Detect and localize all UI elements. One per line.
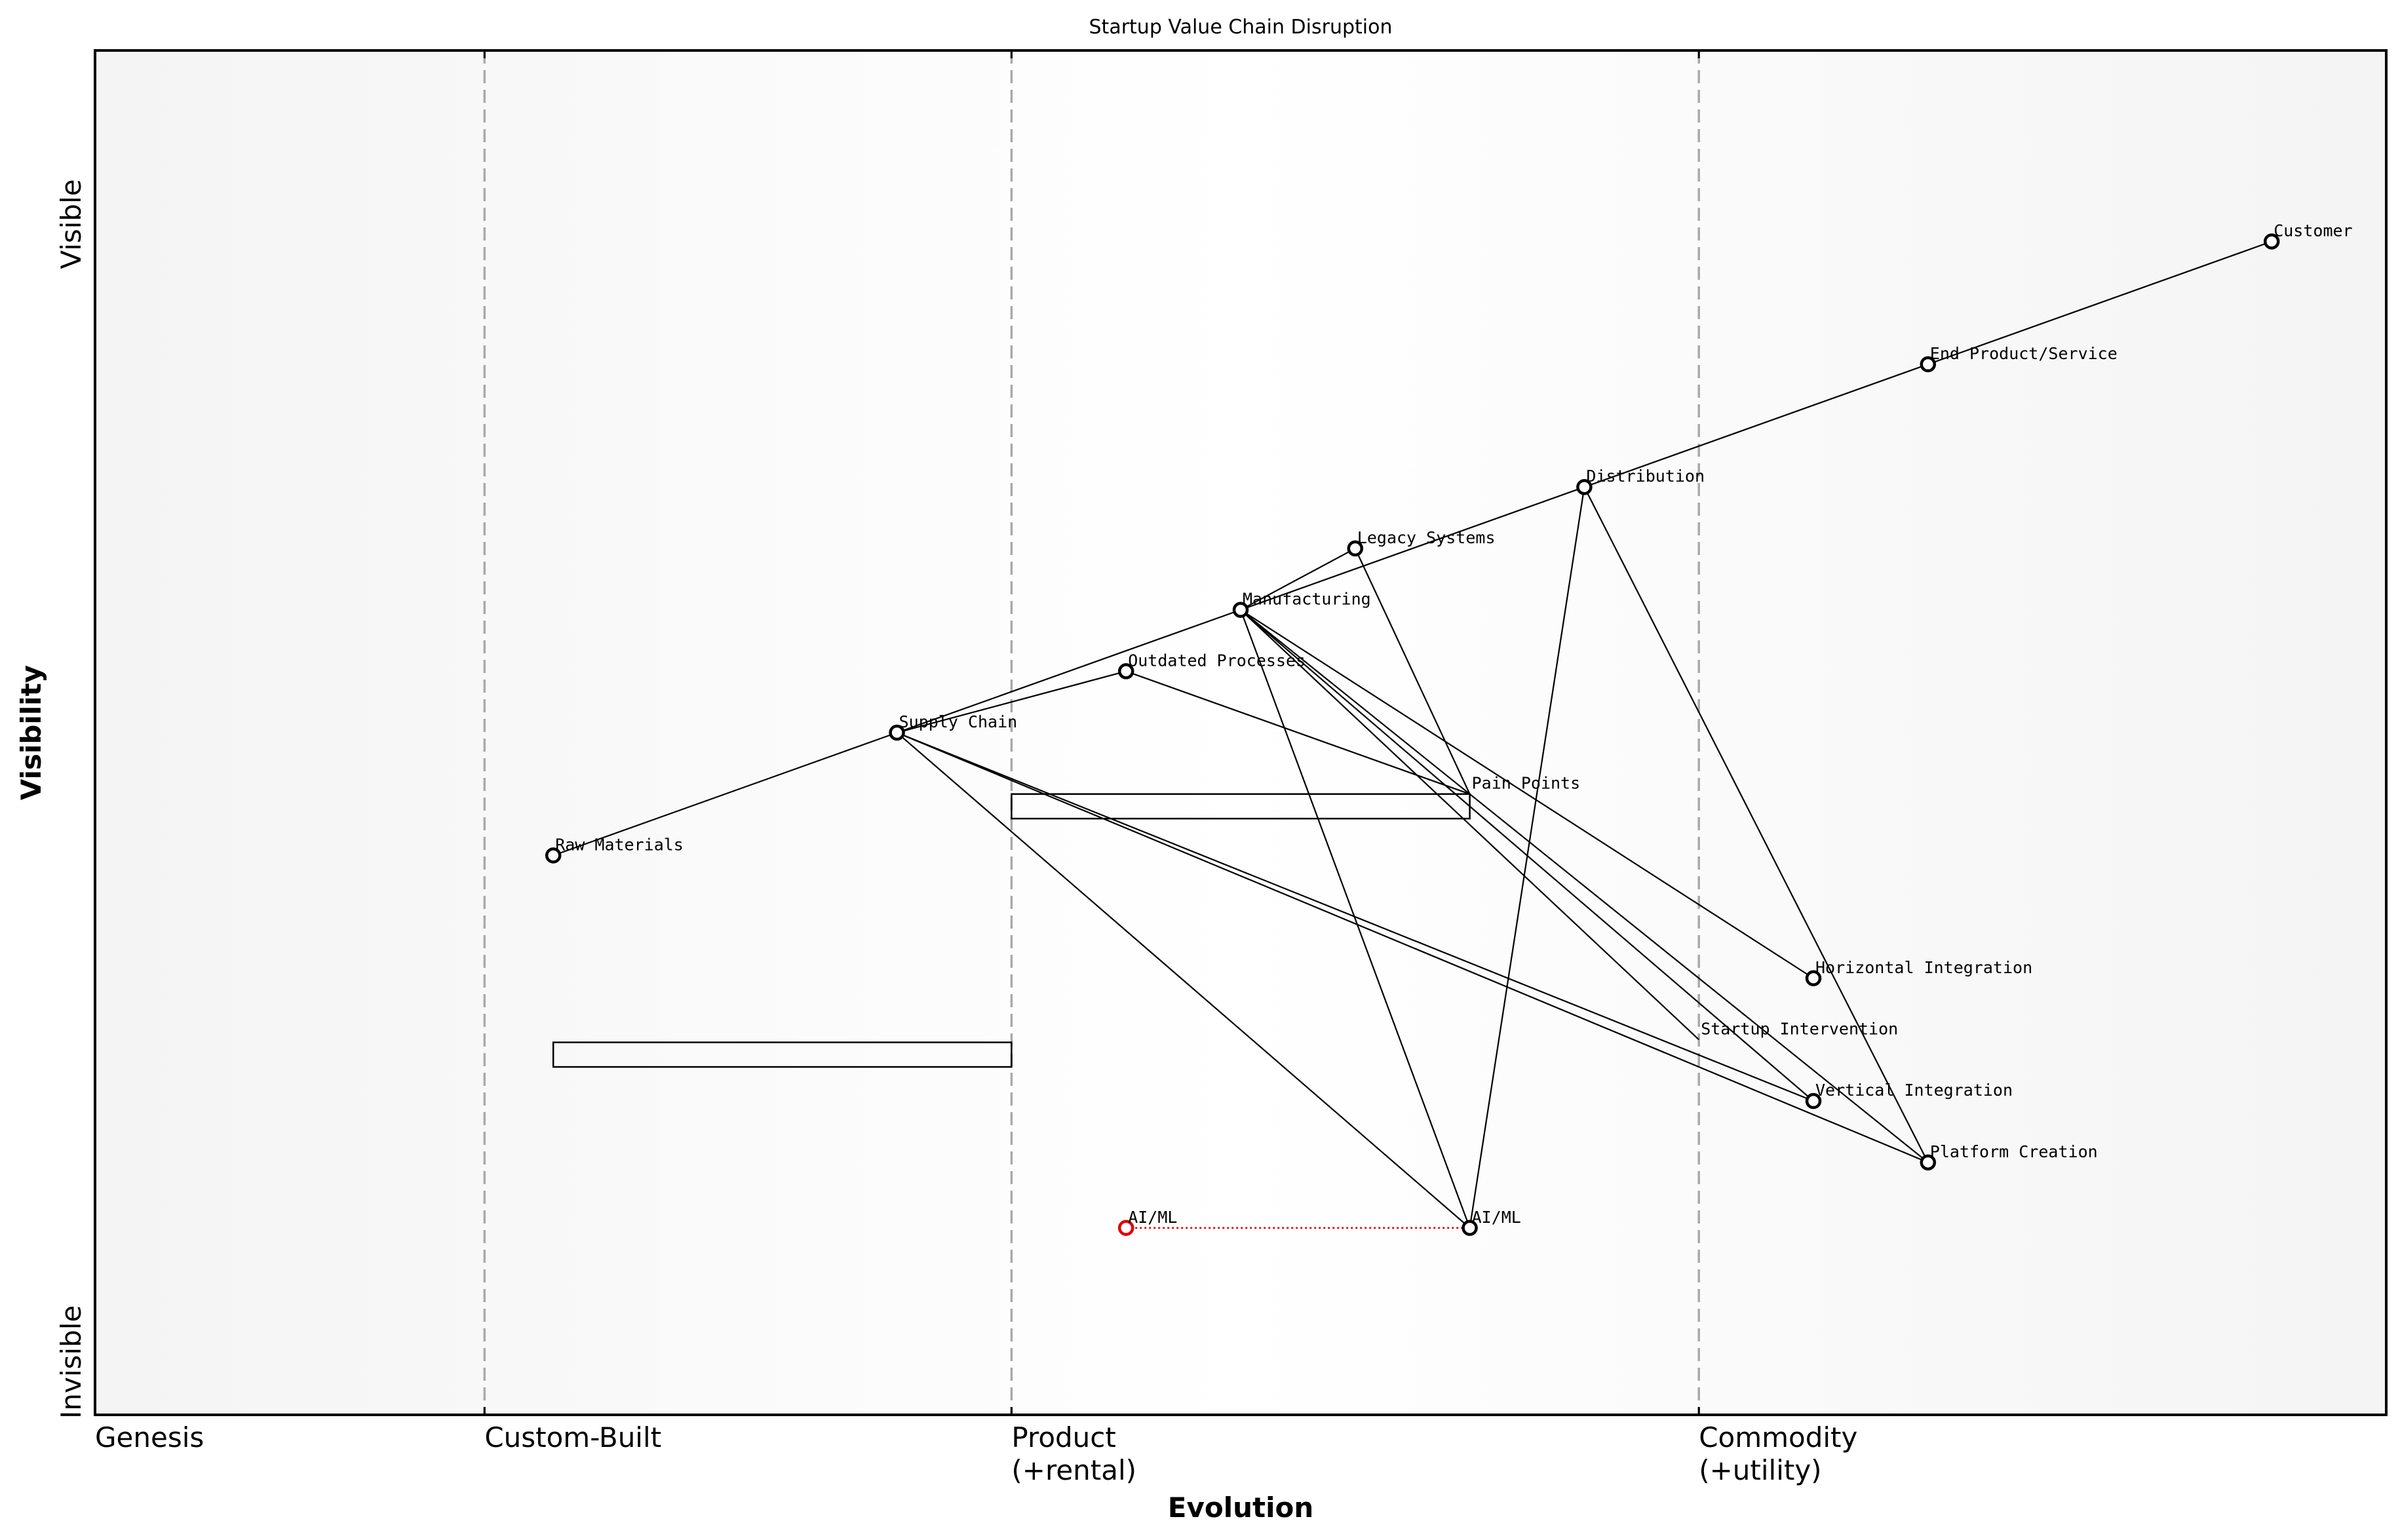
- component-marker[interactable]: [1920, 356, 1937, 373]
- component-marker[interactable]: [889, 724, 905, 741]
- component-label: Legacy Systems: [1357, 528, 1496, 547]
- component-marker[interactable]: [1576, 478, 1593, 495]
- plot-frame: [94, 49, 2388, 1416]
- dependency-link: [1239, 609, 1471, 1229]
- dependency-link: [1240, 609, 1814, 979]
- annotation-box: [552, 1041, 1013, 1068]
- component-customer[interactable]: Customer: [2263, 221, 2353, 250]
- component-manufacturing[interactable]: Manufacturing: [1232, 590, 1371, 618]
- component-horizontal[interactable]: Horizontal Integration: [1805, 958, 2032, 987]
- component-marker[interactable]: [1117, 663, 1134, 680]
- dependency-link: [897, 731, 1929, 1163]
- component-pain_points[interactable]: Pain Points: [1472, 774, 1581, 793]
- dependency-link: [1240, 609, 1929, 1163]
- x-stage-label: Custom-Built: [484, 1421, 661, 1453]
- component-label: Pain Points: [1472, 774, 1581, 793]
- component-label: AI/ML: [1472, 1208, 1521, 1227]
- component-marker[interactable]: [1920, 1154, 1937, 1171]
- component-label: Supply Chain: [899, 712, 1018, 731]
- y-tick-invisible: Invisible: [55, 1305, 87, 1419]
- plot-background: [95, 50, 2386, 1415]
- component-marker[interactable]: [1117, 1220, 1134, 1237]
- component-label: Startup Intervention: [1701, 1019, 1898, 1038]
- component-marker[interactable]: [2263, 233, 2280, 250]
- component-label: Raw Materials: [555, 835, 684, 854]
- component-label: Vertical Integration: [1815, 1081, 2013, 1100]
- component-legacy[interactable]: Legacy Systems: [1347, 528, 1496, 557]
- component-vertical[interactable]: Vertical Integration: [1805, 1081, 2013, 1109]
- component-startup[interactable]: Startup Intervention: [1701, 1019, 1898, 1038]
- dependency-link: [1469, 487, 1585, 1228]
- components: Customer End Product/Service Distribution L…: [545, 221, 2353, 1237]
- x-stage-label: Product (+rental): [1011, 1421, 1136, 1486]
- dependency-link: [1927, 241, 2272, 365]
- component-aiml_old[interactable]: AI/ML: [1117, 1208, 1177, 1237]
- plot-area: Customer End Product/Service Distribution L…: [94, 49, 2388, 1416]
- component-platform[interactable]: Platform Creation: [1920, 1142, 2098, 1171]
- component-marker[interactable]: [1347, 540, 1364, 557]
- component-outdated[interactable]: Outdated Processes: [1117, 651, 1306, 680]
- component-aiml[interactable]: AI/ML: [1461, 1208, 1521, 1237]
- component-label: End Product/Service: [1930, 344, 2118, 363]
- x-stage-label: Genesis: [95, 1421, 204, 1453]
- component-marker[interactable]: [1232, 602, 1249, 618]
- component-label: AI/ML: [1128, 1208, 1177, 1227]
- dependency-link: [1125, 670, 1470, 795]
- component-end_product[interactable]: End Product/Service: [1920, 344, 2118, 373]
- component-raw_materials[interactable]: Raw Materials: [545, 835, 684, 864]
- dependency-link: [897, 609, 1241, 734]
- component-marker[interactable]: [545, 847, 562, 864]
- x-axis-label: Evolution: [1168, 1492, 1313, 1524]
- component-label: Horizontal Integration: [1815, 958, 2032, 977]
- dependency-link: [897, 670, 1127, 734]
- component-label: Manufacturing: [1243, 590, 1371, 609]
- dependency-link: [1583, 486, 1929, 1163]
- x-stage-label: Commodity (+utility): [1699, 1421, 1857, 1486]
- y-tick-visible: Visible: [55, 179, 87, 269]
- component-label: Platform Creation: [1930, 1142, 2098, 1161]
- component-label: Customer: [2274, 221, 2352, 240]
- dependency-link: [1240, 547, 1356, 611]
- component-marker[interactable]: [1805, 970, 1822, 987]
- component-label: Outdated Processes: [1128, 651, 1306, 670]
- dependency-links: [552, 241, 2272, 1229]
- component-marker[interactable]: [1805, 1092, 1822, 1109]
- component-marker[interactable]: [1461, 1220, 1478, 1237]
- y-axis-label: Visibility: [15, 665, 47, 800]
- dependency-link: [1240, 486, 1585, 611]
- dependency-link: [552, 731, 897, 857]
- dependency-link: [1240, 609, 1699, 1041]
- dependency-link: [1584, 363, 1929, 488]
- dependency-link: [896, 732, 1471, 1229]
- x-axis-stages: Genesis Custom-Built Product (+rental) Commo…: [95, 1421, 1857, 1486]
- dependency-link: [897, 731, 1814, 1102]
- component-label: Distribution: [1586, 467, 1705, 486]
- component-supply_chain[interactable]: Supply Chain: [889, 712, 1018, 741]
- dependency-link: [1354, 548, 1471, 795]
- chart-title: Startup Value Chain Disruption: [1089, 16, 1393, 39]
- component-distribution[interactable]: Distribution: [1576, 467, 1705, 495]
